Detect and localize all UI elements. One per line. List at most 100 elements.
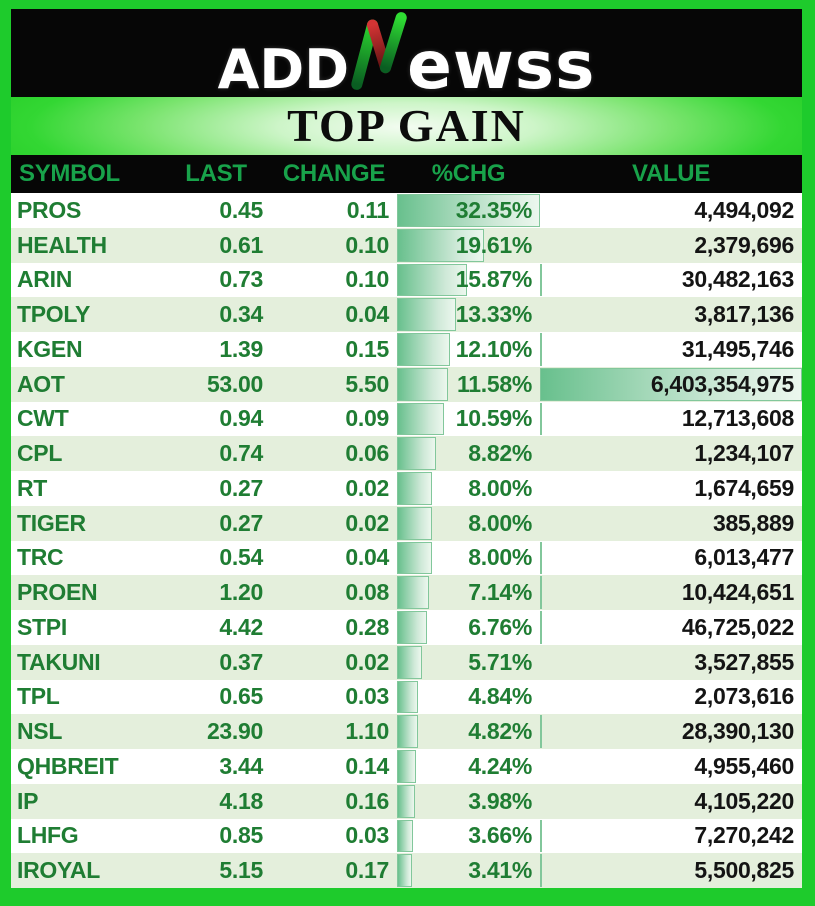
cell-change: 1.10 xyxy=(345,718,389,745)
cell-symbol: TPL xyxy=(17,683,60,710)
cell-last: 3.44 xyxy=(219,752,263,779)
cell-value: 12,713,608 xyxy=(540,402,802,437)
cell-pct-chg: 7.14% xyxy=(397,575,540,610)
cell-pct-chg: 6.76% xyxy=(397,610,540,645)
cell-last: 0.27 xyxy=(219,509,263,536)
column-header-last: LAST xyxy=(185,160,247,187)
value-data-bar xyxy=(540,402,542,436)
cell-value: 31,495,746 xyxy=(540,332,802,367)
column-header-value: VALUE xyxy=(631,160,711,187)
cell-last: 0.54 xyxy=(219,544,263,571)
cell-last: 4.18 xyxy=(219,787,263,814)
cell-change: 0.04 xyxy=(345,544,389,571)
pct-chg-data-bar xyxy=(397,228,484,262)
cell-symbol: AOT xyxy=(17,370,65,397)
cell-pct-chg: 10.59% xyxy=(397,402,540,437)
value-data-bar xyxy=(540,367,802,401)
cell-symbol: TRC xyxy=(17,544,64,571)
table-row: CWT 0.94 0.09 10.59% 12,713,608 xyxy=(11,401,802,437)
table-row: PROEN 1.20 0.08 7.14% 10,424,651 xyxy=(11,575,802,610)
cell-change: 0.03 xyxy=(345,822,389,849)
cell-value: 6,013,477 xyxy=(540,541,802,576)
cell-pct-chg: 3.66% xyxy=(397,819,540,854)
cell-change: 5.50 xyxy=(345,370,389,397)
cell-value: 3,527,855 xyxy=(540,645,794,679)
pct-chg-data-bar xyxy=(397,819,414,853)
cell-value: 4,494,092 xyxy=(540,194,794,227)
cell-pct-chg: 8.00% xyxy=(397,471,540,506)
column-header-change: CHANGE xyxy=(282,160,386,187)
table-row: HEALTH 0.61 0.10 19.61% 2,379,696 xyxy=(11,227,802,263)
pct-chg-data-bar xyxy=(397,298,456,331)
value-data-bar xyxy=(540,854,542,887)
cell-symbol: TIGER xyxy=(17,509,86,536)
table-row: ARIN 0.73 0.10 15.87% 30,482,163 xyxy=(11,262,802,298)
cell-pct-chg: 3.41% xyxy=(397,853,540,888)
table-row: PROS 0.45 0.11 32.35% 4,494,092 xyxy=(11,193,802,228)
cell-last: 0.34 xyxy=(219,301,263,328)
value-data-bar xyxy=(540,263,542,297)
pct-chg-data-bar xyxy=(397,576,429,609)
table-body: PROS 0.45 0.11 32.35% 4,494,092 HEALTH 0.61 0.1… xyxy=(11,193,802,888)
pct-chg-data-bar xyxy=(397,750,416,783)
table-row: IP 4.18 0.16 3.98% 4,105,220 xyxy=(11,783,802,819)
page-title: TOP GAIN xyxy=(287,100,526,151)
cell-change: 0.04 xyxy=(345,301,389,328)
cell-last: 0.61 xyxy=(219,231,263,258)
cell-last: 1.39 xyxy=(219,335,263,362)
table-row: TRC 0.54 0.04 8.00% 6,013,477 xyxy=(11,540,802,576)
cell-last: 0.94 xyxy=(219,405,263,432)
logo-n-icon xyxy=(351,12,407,90)
cell-symbol: CWT xyxy=(17,405,69,432)
table-row: QHBREIT 3.44 0.14 4.24% 4,955,460 xyxy=(11,749,802,784)
table-row: STPI 4.42 0.28 6.76% 46,725,022 xyxy=(11,610,802,645)
cell-last: 23.90 xyxy=(206,718,263,745)
table-row: AOT 53.00 5.50 11.58% 6,403,354,975 xyxy=(11,366,802,402)
table-row: RT 0.27 0.02 8.00% 1,674,659 xyxy=(11,471,802,506)
cell-pct-chg: 8.00% xyxy=(397,541,540,576)
pct-chg-data-bar xyxy=(397,367,449,401)
cell-symbol: CPL xyxy=(17,440,63,467)
cell-pct-chg: 5.71% xyxy=(397,645,540,680)
cell-last: 0.85 xyxy=(219,822,263,849)
cell-value: 1,674,659 xyxy=(540,472,794,505)
cell-pct-chg: 12.10% xyxy=(397,332,540,367)
cell-pct-chg: 8.82% xyxy=(397,436,540,471)
cell-value: 385,889 xyxy=(540,506,794,540)
value-data-bar xyxy=(540,611,542,644)
cell-pct-chg: 11.58% xyxy=(397,367,540,402)
cell-last: 0.45 xyxy=(219,196,263,223)
cell-change: 0.15 xyxy=(345,335,389,362)
table-row: LHFG 0.85 0.03 3.66% 7,270,242 xyxy=(11,818,802,854)
table-row: CPL 0.74 0.06 8.82% 1,234,107 xyxy=(11,436,802,471)
pct-chg-data-bar xyxy=(397,680,419,714)
value-data-bar xyxy=(540,819,542,853)
pct-chg-data-bar xyxy=(397,611,427,644)
cell-change: 0.02 xyxy=(345,474,389,501)
cell-symbol: HEALTH xyxy=(17,231,107,258)
cell-symbol: QHBREIT xyxy=(17,752,119,779)
cell-symbol: KGEN xyxy=(17,335,83,362)
pct-chg-data-bar xyxy=(397,645,423,679)
cell-last: 53.00 xyxy=(206,370,263,397)
cell-value: 4,105,220 xyxy=(540,784,794,818)
cell-value: 5,500,825 xyxy=(540,853,802,888)
table-row: NSL 23.90 1.10 4.82% 28,390,130 xyxy=(11,714,802,749)
cell-symbol: TAKUNI xyxy=(17,648,101,675)
pct-chg-data-bar xyxy=(397,715,419,748)
cell-symbol: LHFG xyxy=(17,822,79,849)
cell-symbol: IROYAL xyxy=(17,857,100,884)
cell-change: 0.02 xyxy=(345,648,389,675)
pct-chg-data-bar xyxy=(397,854,413,887)
cell-value: 28,390,130 xyxy=(540,714,802,749)
cell-pct-chg: 15.87% xyxy=(397,263,540,298)
cell-value: 3,817,136 xyxy=(540,298,794,331)
cell-symbol: RT xyxy=(17,474,48,501)
cell-value: 10,424,651 xyxy=(540,575,802,610)
table-row: TPL 0.65 0.03 4.84% 2,073,616 xyxy=(11,679,802,715)
pct-chg-data-bar xyxy=(397,263,468,297)
value-data-bar xyxy=(540,333,542,366)
cell-symbol: PROS xyxy=(17,196,81,223)
main-panel: ADD ewss TOP GAIN SYMBOL LAST CHANGE %CHG VA… xyxy=(11,9,802,888)
cell-last: 0.27 xyxy=(219,474,263,501)
